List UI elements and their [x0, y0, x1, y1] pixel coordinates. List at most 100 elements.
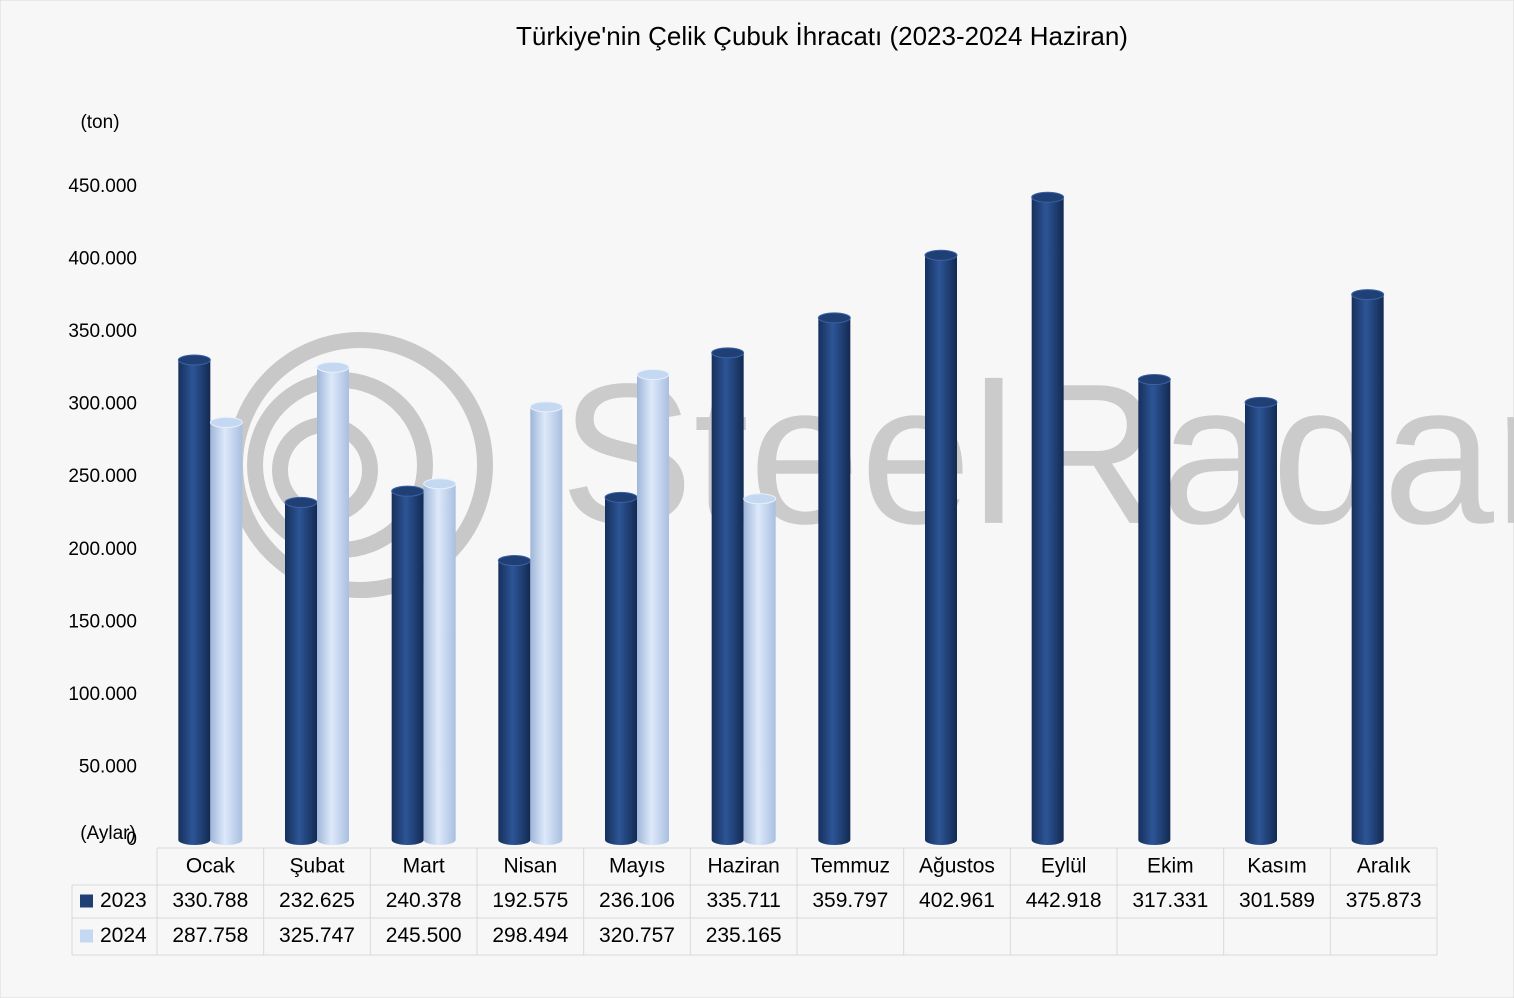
bar-cap [604, 491, 638, 503]
table-value: 287.758 [172, 924, 248, 947]
bar-base [818, 835, 851, 845]
x-tick-label: Haziran [707, 855, 779, 878]
bar-cap [497, 555, 531, 567]
x-tick-label: Mart [403, 855, 445, 878]
bar [498, 560, 531, 840]
bar-base [423, 835, 456, 845]
chart-title: Türkiye'nin Çelik Çubuk İhracatı (2023-2… [516, 21, 1128, 51]
x-tick-label: Kasım [1247, 855, 1307, 878]
x-tick-label: Nisan [503, 855, 557, 878]
legend-label: 2023 [100, 889, 147, 912]
table-value: 442.918 [1026, 889, 1102, 912]
bar-cap [423, 478, 457, 490]
bar-cap [1031, 191, 1065, 203]
table-value: 298.494 [492, 924, 568, 947]
x-tick-label: Ekim [1147, 855, 1194, 878]
y-tick-label: 50.000 [79, 756, 137, 777]
y-tick-label: 400.000 [68, 249, 137, 270]
table-value: 335.711 [706, 889, 780, 912]
y-tick-label: 200.000 [68, 539, 137, 560]
bar-base [925, 835, 957, 845]
bar-base [210, 835, 243, 845]
legend-swatch [80, 929, 93, 943]
y-tick-label: 0 [126, 829, 137, 850]
bar [317, 367, 349, 840]
table-value: 375.873 [1346, 889, 1422, 912]
bar-cap [711, 347, 745, 359]
bar-cap [316, 361, 350, 373]
bar [178, 359, 211, 840]
bar-cap [177, 354, 211, 366]
x-axis-label: (Aylar) [80, 823, 136, 844]
bar-base [498, 835, 531, 845]
bar-base [391, 835, 424, 845]
table-value: 232.625 [279, 889, 355, 912]
bar-base [317, 835, 349, 845]
legend-swatch [80, 894, 93, 908]
x-tick-label: Şubat [290, 855, 345, 878]
bar-cap [391, 485, 425, 497]
bar-cap [1244, 396, 1278, 408]
table-value: 245.500 [386, 924, 462, 947]
bar [1245, 402, 1277, 840]
bar-base [1138, 835, 1171, 845]
bar [605, 497, 637, 840]
bar-cap [817, 312, 851, 324]
bar [423, 483, 456, 840]
y-tick-label: 300.000 [68, 394, 137, 415]
bar-cap [636, 369, 670, 381]
bar-base [1245, 835, 1277, 845]
bar-cap [1137, 374, 1171, 386]
y-tick-label: 350.000 [68, 321, 137, 342]
bar [637, 374, 669, 840]
bar-cap [284, 496, 318, 508]
bar [1031, 197, 1064, 841]
bar [285, 502, 317, 840]
x-tick-label: Aralık [1357, 855, 1411, 878]
table-value: 236.106 [599, 889, 675, 912]
table-value: 317.331 [1132, 889, 1208, 912]
x-tick-label: Ocak [186, 855, 236, 878]
bar [391, 491, 424, 840]
bar-base [637, 835, 669, 845]
bar-base [530, 835, 563, 845]
table-value: 235.165 [706, 924, 782, 947]
bar-base [1351, 835, 1384, 845]
table-value: 402.961 [919, 889, 995, 912]
bar-base [1031, 835, 1064, 845]
bar [743, 498, 776, 840]
bar [1351, 294, 1384, 840]
y-tick-label: 100.000 [68, 684, 137, 705]
table-value: 325.747 [279, 924, 355, 947]
table-value: 192.575 [492, 889, 568, 912]
y-axis-label: (ton) [80, 112, 119, 133]
bar [210, 422, 243, 840]
bar [530, 406, 563, 840]
table-value: 240.378 [386, 889, 462, 912]
bar [1138, 379, 1171, 840]
bar-base [285, 835, 317, 845]
table-value: 359.797 [812, 889, 888, 912]
table-value: 301.589 [1239, 889, 1315, 912]
bar-cap [924, 249, 958, 261]
y-tick-label: 250.000 [68, 466, 137, 487]
bar-cap [209, 416, 243, 428]
y-tick-label: 150.000 [68, 611, 137, 632]
x-tick-label: Mayıs [609, 855, 665, 878]
bar-cap [743, 493, 777, 505]
bar-base [743, 835, 776, 845]
bar-base [605, 835, 637, 845]
x-tick-label: Eylül [1041, 855, 1087, 878]
bar-base [178, 835, 211, 845]
table-value: 320.757 [599, 924, 675, 947]
bar-cap [529, 401, 563, 413]
table-value: 330.788 [172, 889, 248, 912]
x-tick-label: Ağustos [919, 855, 995, 878]
bar-cap [1351, 289, 1385, 301]
bar [925, 255, 957, 841]
bar-base [711, 835, 744, 845]
legend-label: 2024 [100, 924, 147, 947]
y-tick-label: 450.000 [68, 176, 137, 197]
x-tick-label: Temmuz [811, 855, 890, 878]
